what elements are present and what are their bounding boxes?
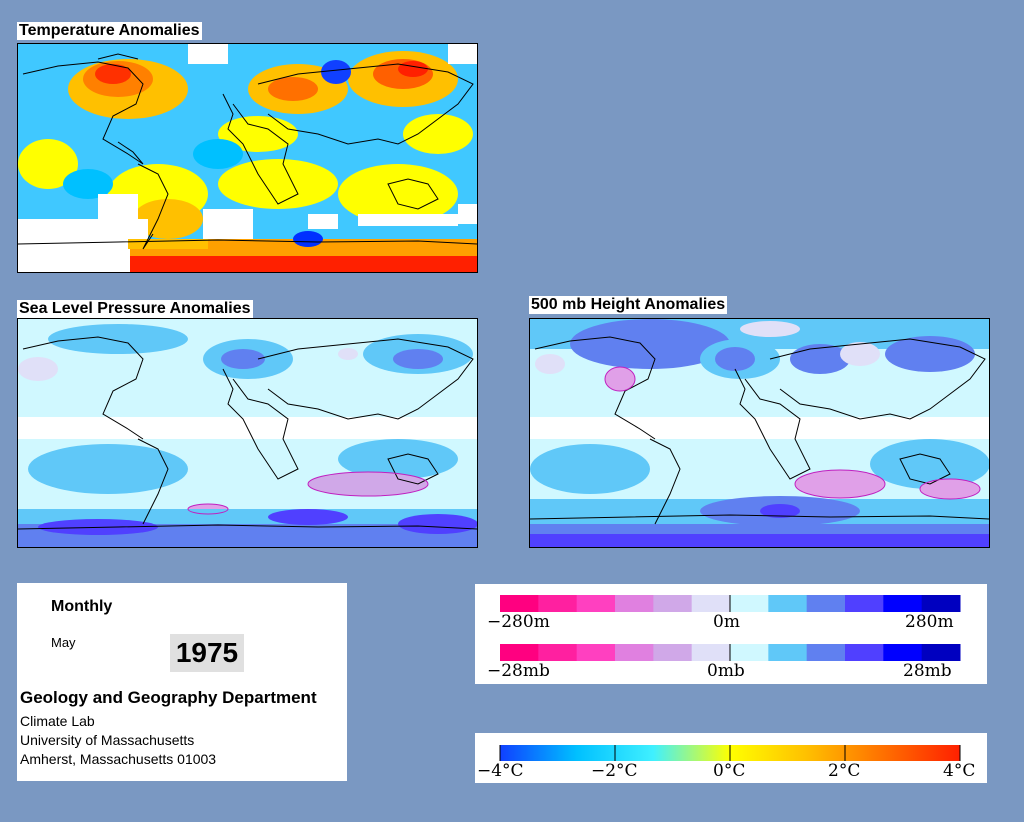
height-max-label: 280m bbox=[905, 612, 954, 632]
pressure-legend-swatch bbox=[883, 644, 923, 661]
500mb-height-map bbox=[529, 318, 990, 548]
temp-tick-label: −2°C bbox=[591, 761, 638, 781]
pressure-legend-swatch bbox=[538, 644, 578, 661]
info-panel: Monthly May 1975 Geology and Geography D… bbox=[17, 583, 347, 781]
temp-tick-label: 0°C bbox=[713, 761, 746, 781]
pressure-legend-swatch bbox=[768, 644, 808, 661]
pressure-max-label: 28mb bbox=[903, 661, 952, 681]
pressure-legend-swatch bbox=[806, 644, 846, 661]
pressure-legend-swatch bbox=[576, 644, 616, 661]
pressure-legend-swatch bbox=[691, 644, 731, 661]
address-line: University of Massachusetts bbox=[20, 732, 195, 748]
year-label: 1975 bbox=[170, 634, 244, 672]
temperature-panel-title: Temperature Anomalies bbox=[17, 22, 202, 40]
height-legend-swatch bbox=[768, 595, 808, 612]
period-label: Monthly bbox=[51, 598, 113, 615]
slp-panel-title: Sea Level Pressure Anomalies bbox=[17, 300, 253, 318]
month-label: May bbox=[51, 635, 76, 650]
pressure-legend-swatch bbox=[730, 644, 769, 661]
height-legend-swatch bbox=[538, 595, 578, 612]
anomaly-legend: −280m 0m 280m −28mb 0mb 28mb bbox=[475, 584, 987, 684]
height-legend-swatch bbox=[500, 595, 539, 612]
sea-level-pressure-map bbox=[17, 318, 478, 548]
height-mid-label: 0m bbox=[713, 612, 740, 632]
pressure-legend-swatch bbox=[500, 644, 539, 661]
address-line: Climate Lab bbox=[20, 713, 95, 729]
temperature-legend: −4°C −2°C 0°C 2°C 4°C bbox=[475, 733, 987, 783]
height-legend-swatch bbox=[615, 595, 654, 612]
height-legend-swatch bbox=[921, 595, 961, 612]
height-legend-swatch bbox=[806, 595, 846, 612]
address-line: Amherst, Massachusetts 01003 bbox=[20, 751, 217, 767]
height500-panel-title: 500 mb Height Anomalies bbox=[529, 296, 728, 314]
anomaly-legend-bars bbox=[500, 595, 961, 661]
temp-tick-label: 4°C bbox=[943, 761, 976, 781]
height-legend-swatch bbox=[691, 595, 731, 612]
height-legend-swatch bbox=[730, 595, 769, 612]
pressure-min-label: −28mb bbox=[487, 661, 550, 681]
height-legend-swatch bbox=[883, 595, 923, 612]
height-legend-swatch bbox=[576, 595, 616, 612]
temperature-anomaly-map bbox=[17, 43, 478, 273]
pressure-legend-swatch bbox=[845, 644, 884, 661]
pressure-legend-swatch bbox=[921, 644, 961, 661]
height-legend-swatch bbox=[845, 595, 884, 612]
pressure-legend-swatch bbox=[653, 644, 693, 661]
temp-tick-label: −4°C bbox=[477, 761, 524, 781]
temp-tick-label: 2°C bbox=[828, 761, 861, 781]
pressure-mid-label: 0mb bbox=[707, 661, 745, 681]
department-label: Geology and Geography Department bbox=[20, 688, 317, 707]
pressure-legend-swatch bbox=[615, 644, 654, 661]
height-min-label: −280m bbox=[487, 612, 550, 632]
temperature-legend-bar bbox=[499, 745, 961, 761]
height-legend-swatch bbox=[653, 595, 693, 612]
